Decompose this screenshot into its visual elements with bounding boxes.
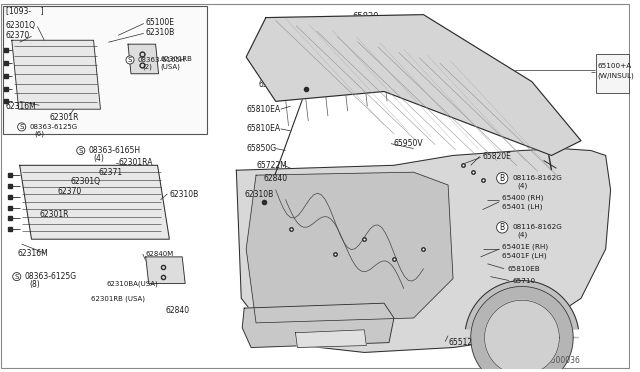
Text: 62370: 62370: [57, 187, 81, 196]
Polygon shape: [243, 303, 394, 347]
Text: 65512: 65512: [448, 338, 472, 347]
Text: 62301RB: 62301RB: [161, 56, 193, 62]
Text: 62371: 62371: [99, 168, 123, 177]
Polygon shape: [12, 40, 100, 109]
Text: (4): (4): [517, 183, 527, 189]
Text: 65950V: 65950V: [394, 139, 424, 148]
Text: 62310BA(USA): 62310BA(USA): [106, 280, 158, 287]
Text: 62310B: 62310B: [170, 190, 198, 199]
Polygon shape: [146, 257, 185, 283]
Text: 65401 (LH): 65401 (LH): [502, 203, 543, 210]
Text: 62840: 62840: [264, 174, 288, 183]
Text: 08363-6125G: 08363-6125G: [29, 124, 77, 130]
Text: 65810EA: 65810EA: [246, 124, 280, 134]
Polygon shape: [20, 165, 170, 239]
Text: 65810EA: 65810EA: [246, 105, 280, 114]
Text: 08116-8162G: 08116-8162G: [512, 224, 562, 230]
Polygon shape: [484, 300, 559, 372]
Text: S: S: [15, 273, 19, 280]
Text: 62301R: 62301R: [40, 210, 69, 219]
Text: 62370: 62370: [6, 31, 30, 40]
Text: 62301R: 62301R: [49, 113, 79, 122]
Text: 65820E: 65820E: [483, 152, 511, 161]
Text: 65710: 65710: [512, 278, 535, 283]
Text: 62301Q: 62301Q: [71, 177, 101, 186]
Polygon shape: [296, 330, 366, 347]
Text: 62840M: 62840M: [146, 251, 174, 257]
Text: (USA): (USA): [161, 64, 180, 70]
Text: 65400 (RH): 65400 (RH): [502, 195, 544, 201]
Text: 62301RA: 62301RA: [118, 158, 153, 167]
Text: S: S: [79, 148, 83, 154]
Polygon shape: [246, 15, 581, 155]
Text: [1093-    ]: [1093- ]: [6, 6, 44, 15]
Bar: [596, 54, 629, 93]
Text: 65820: 65820: [353, 12, 379, 21]
Text: B: B: [500, 223, 505, 232]
Text: 65850U: 65850U: [259, 80, 289, 89]
Text: (2): (2): [143, 64, 153, 70]
Text: 62301Q: 62301Q: [6, 21, 36, 30]
Text: J 500036: J 500036: [547, 356, 580, 365]
Text: 62310B: 62310B: [146, 28, 175, 37]
Text: 65100: 65100: [448, 65, 474, 74]
Polygon shape: [236, 148, 611, 352]
Polygon shape: [246, 172, 453, 323]
Text: 62316M: 62316M: [6, 102, 36, 111]
Text: 62840: 62840: [166, 305, 189, 315]
Text: (4): (4): [93, 154, 104, 163]
Text: 65100E: 65100E: [146, 18, 175, 27]
Text: 65850G: 65850G: [246, 144, 276, 153]
Text: 62301RB (USA): 62301RB (USA): [91, 295, 145, 302]
Bar: [3, 6, 207, 134]
Text: 62316M: 62316M: [18, 250, 49, 259]
Text: (8): (8): [29, 280, 40, 289]
Text: 65100+A: 65100+A: [598, 63, 632, 69]
Text: S: S: [128, 57, 132, 63]
Text: 65810EB: 65810EB: [507, 266, 540, 272]
Text: (4): (4): [517, 232, 527, 238]
Text: 65722M: 65722M: [256, 161, 287, 170]
Text: S: S: [19, 124, 24, 130]
Text: (W/INSUL): (W/INSUL): [598, 73, 634, 79]
Polygon shape: [471, 286, 573, 372]
Text: 08116-8162G: 08116-8162G: [512, 175, 562, 181]
Text: 62310B: 62310B: [244, 190, 273, 199]
Text: (6): (6): [35, 131, 44, 137]
Polygon shape: [465, 280, 579, 338]
Text: B: B: [500, 174, 505, 183]
Text: 08363-6165H: 08363-6165H: [88, 146, 141, 155]
Polygon shape: [128, 44, 159, 74]
Text: 08363-6125G: 08363-6125G: [24, 272, 77, 281]
Text: 08363-6165H: 08363-6165H: [138, 57, 186, 63]
Text: 65401E (RH): 65401E (RH): [502, 244, 548, 250]
Text: 65401F (LH): 65401F (LH): [502, 253, 547, 259]
